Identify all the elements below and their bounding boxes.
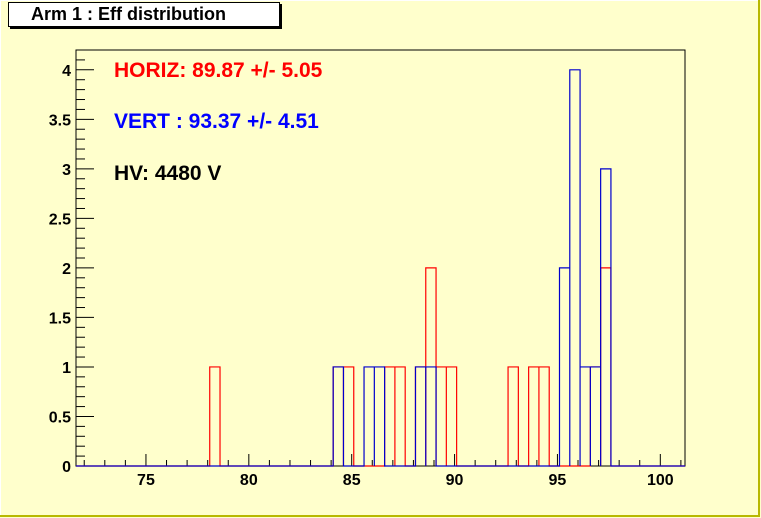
x-tick-label: 85 [343,472,361,489]
annotation-1: VERT : 93.37 +/- 4.51 [114,110,319,133]
x-tick-label: 75 [137,472,155,489]
y-tick-label: 1 [62,360,71,377]
y-tick-label: 3.5 [49,112,71,129]
annotation-2: HV: 4480 V [114,162,221,185]
x-tick-label: 90 [446,472,464,489]
y-tick-label: 1.5 [49,310,71,327]
y-tick-label: 4 [62,63,71,80]
chart-title: Arm 1 : Eff distribution [8,2,280,27]
annotation-0: HORIZ: 89.87 +/- 5.05 [114,59,323,82]
y-tick-label: 0.5 [49,409,71,426]
y-tick-label: 0 [62,459,71,476]
histogram-series-1 [76,69,685,467]
x-tick-label: 95 [549,472,567,489]
x-tick-label: 100 [647,472,674,489]
y-tick-label: 3 [62,162,71,179]
y-tick-label: 2.5 [49,211,71,228]
x-tick-label: 80 [240,472,258,489]
y-tick-label: 2 [62,261,71,278]
